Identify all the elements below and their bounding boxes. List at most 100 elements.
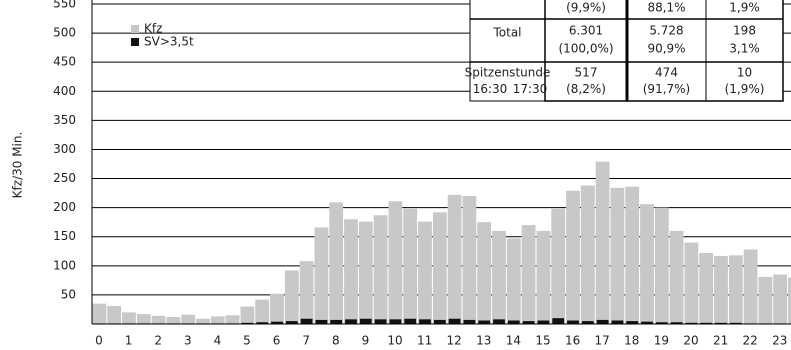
bar	[432, 212, 447, 324]
bar	[92, 303, 107, 324]
bar	[462, 196, 477, 324]
x-tick-label: 18	[624, 334, 639, 348]
bar	[610, 187, 625, 324]
bar	[358, 221, 373, 324]
bar	[285, 321, 298, 324]
bar	[300, 318, 313, 324]
bar	[566, 190, 580, 324]
bar	[611, 320, 624, 324]
x-tick-label: 20	[683, 334, 698, 348]
x-tick-label: 6	[273, 334, 281, 348]
bar	[552, 318, 565, 324]
bar	[700, 322, 713, 324]
bar	[581, 321, 594, 324]
bar	[536, 230, 551, 324]
bar	[641, 321, 653, 324]
bar	[284, 270, 299, 324]
bar	[773, 274, 788, 324]
bar	[256, 322, 269, 324]
bar	[448, 318, 461, 324]
bar	[728, 255, 743, 324]
bar	[493, 319, 505, 324]
bar	[181, 314, 196, 324]
table-cell: (91,7%)	[643, 82, 690, 96]
bar	[685, 322, 698, 324]
table-cell: 5.728	[649, 24, 683, 38]
bar	[596, 319, 609, 324]
y-tick-label: 150	[53, 229, 76, 243]
bar	[580, 185, 595, 324]
bar	[329, 202, 344, 324]
bar	[567, 320, 579, 324]
bar	[715, 322, 727, 324]
table-cell: (100,0%)	[558, 42, 613, 56]
bar	[270, 293, 284, 324]
bar	[345, 319, 357, 324]
bar	[477, 222, 492, 324]
table-cell: (1,9%)	[725, 82, 765, 96]
legend-label: Kfz	[144, 22, 162, 36]
legend-swatch	[131, 38, 139, 46]
bar	[136, 314, 151, 324]
table-cell: 474	[655, 65, 678, 79]
x-tick-label: 17	[595, 334, 610, 348]
x-tick-label: 3	[184, 334, 192, 348]
bar	[314, 227, 329, 324]
table-cell: Spitzenstunde	[465, 65, 551, 79]
bar	[699, 253, 714, 324]
x-tick-label: 2	[154, 334, 162, 348]
bar	[107, 305, 122, 324]
x-tick-label: 9	[362, 334, 370, 348]
y-tick-label: 250	[53, 171, 76, 185]
x-tick-label: 4	[214, 334, 222, 348]
bar	[684, 242, 699, 324]
bar	[404, 318, 417, 324]
bar	[359, 318, 372, 324]
x-tick-label: 16	[565, 334, 580, 348]
bar	[151, 315, 166, 324]
bar	[419, 319, 431, 324]
bar	[344, 219, 358, 324]
table-cell: 88,1%	[647, 1, 685, 15]
bar	[255, 299, 270, 324]
table-inner	[544, 0, 784, 102]
y-axis-title: Kfz/30 Min.	[11, 132, 25, 199]
y-tick-label: 500	[53, 26, 76, 40]
x-tick-label: 11	[417, 334, 432, 348]
table-cell: 90,9%	[647, 42, 685, 56]
bar	[433, 319, 446, 324]
bar	[388, 201, 403, 324]
bar	[670, 322, 683, 324]
bar	[374, 319, 387, 324]
table-cell: 1,9%	[729, 1, 760, 15]
bar	[537, 320, 550, 324]
bar	[330, 319, 343, 324]
bar	[196, 318, 210, 324]
x-tick-label: 5	[243, 334, 251, 348]
bar	[463, 319, 476, 324]
y-tick-label: 100	[53, 258, 76, 272]
legend-swatch	[131, 25, 139, 33]
bar	[122, 312, 136, 324]
bar	[225, 315, 240, 324]
x-tick-label: 10	[387, 334, 402, 348]
bar	[240, 306, 255, 324]
y-tick-label: 450	[53, 55, 76, 69]
x-tick-label: 13	[476, 334, 491, 348]
legend-label: SV>3,5t	[144, 35, 194, 49]
bar	[210, 316, 225, 324]
table-cell: (9,9%)	[566, 1, 606, 15]
bar	[522, 321, 535, 324]
table-cell: Total	[492, 26, 521, 40]
table-cell: 17:30	[513, 82, 548, 96]
x-tick-label: 22	[743, 334, 758, 348]
bar	[478, 320, 491, 324]
bar	[241, 322, 254, 324]
bar	[625, 186, 640, 324]
bar	[389, 319, 402, 324]
x-tick-label: 21	[713, 334, 728, 348]
table-cell: 10	[737, 65, 752, 79]
bar	[788, 277, 791, 324]
x-tick-label: 8	[332, 334, 340, 348]
